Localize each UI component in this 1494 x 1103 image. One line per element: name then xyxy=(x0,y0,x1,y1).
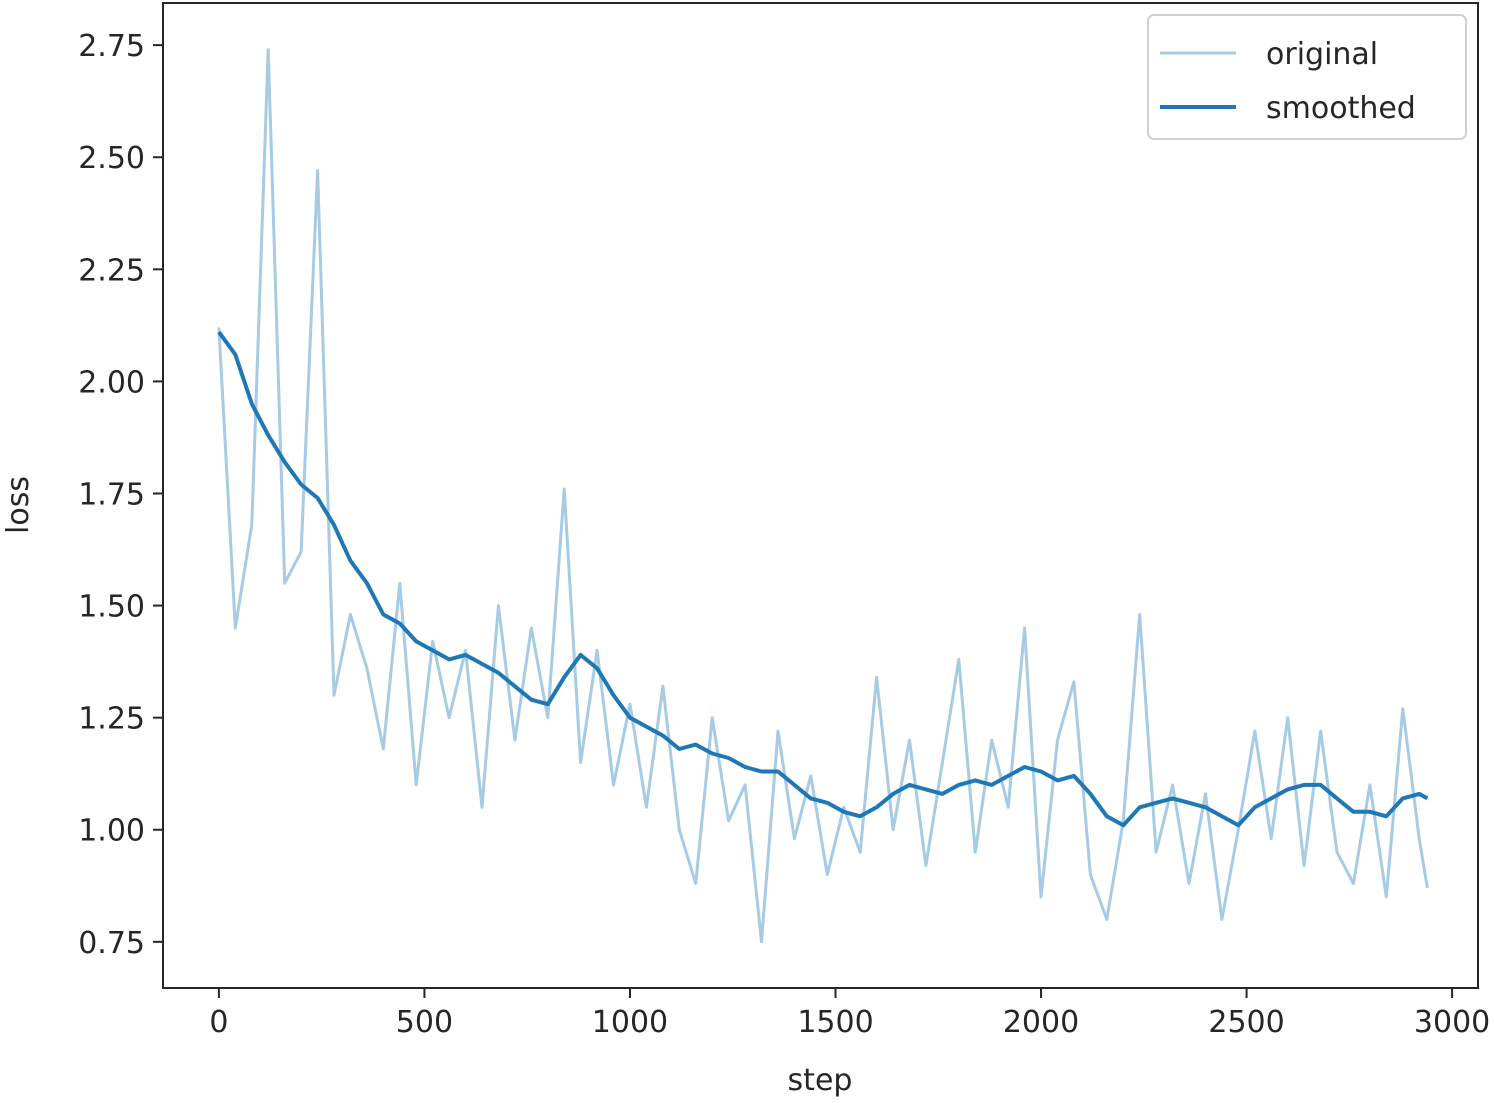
x-tick-label: 2000 xyxy=(1003,1005,1079,1040)
legend-label: original xyxy=(1266,37,1378,72)
y-tick-label: 2.25 xyxy=(78,253,145,288)
x-tick-label: 1500 xyxy=(797,1005,873,1040)
line-smoothed xyxy=(217,330,1429,828)
y-axis-label: loss xyxy=(1,476,36,534)
x-tick-label: 3000 xyxy=(1414,1005,1490,1040)
x-tick-label: 500 xyxy=(396,1005,453,1040)
y-tick-label: 1.00 xyxy=(78,814,145,849)
y-tick-label: 0.75 xyxy=(78,926,145,961)
y-tick-label: 2.50 xyxy=(78,141,145,176)
x-axis-label: step xyxy=(788,1063,853,1098)
x-tick-label: 0 xyxy=(209,1005,228,1040)
legend-label: smoothed xyxy=(1266,91,1416,126)
y-tick-label: 1.75 xyxy=(78,477,145,512)
line-original xyxy=(217,48,1429,944)
y-tick-label: 2.75 xyxy=(78,29,145,64)
y-tick-label: 1.50 xyxy=(78,590,145,625)
y-tick-label: 2.00 xyxy=(78,365,145,400)
plot-frame xyxy=(162,2,1479,989)
x-tick-label: 2500 xyxy=(1208,1005,1284,1040)
y-tick-label: 1.25 xyxy=(78,702,145,737)
x-tick-label: 1000 xyxy=(592,1005,668,1040)
